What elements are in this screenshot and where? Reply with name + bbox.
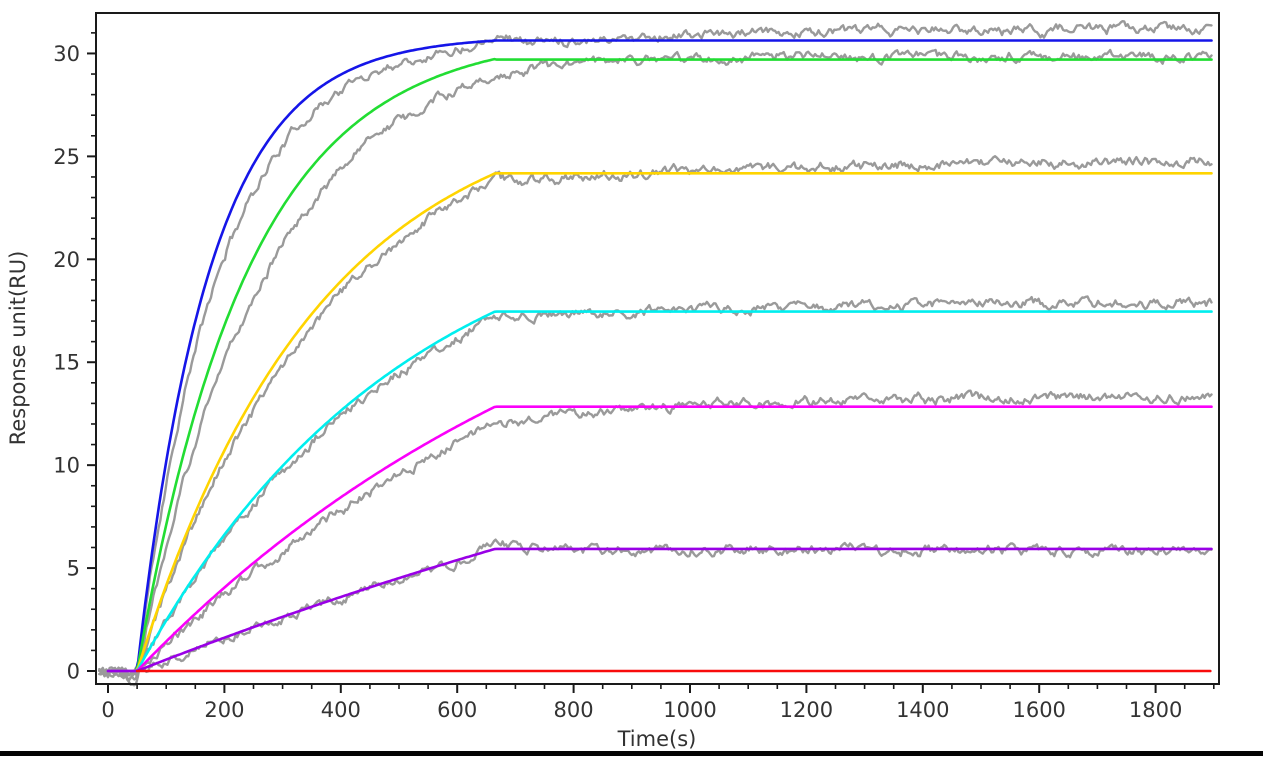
observed-purple — [98, 538, 1213, 682]
x-tick-label: 1200 — [780, 698, 833, 722]
x-tick-label: 1800 — [1129, 698, 1182, 722]
fit-cyan-curve — [106, 310, 1213, 673]
fit-blue-curve — [106, 39, 1213, 673]
y-tick-label: 20 — [53, 248, 80, 272]
plot-border — [95, 12, 1220, 685]
y-tick-label: 15 — [53, 351, 80, 375]
observed-blue — [98, 20, 1213, 677]
fit-curves — [106, 39, 1213, 673]
x-tick-label: 0 — [101, 698, 114, 722]
observed-magenta — [98, 389, 1213, 680]
window-bottom-border — [0, 751, 1263, 756]
x-tick-label: 800 — [554, 698, 594, 722]
y-tick-label: 30 — [53, 42, 80, 66]
fit-magenta-curve — [106, 405, 1213, 673]
fit-green-curve — [106, 57, 1213, 673]
x-axis-title: Time(s) — [617, 727, 697, 751]
x-tick-label: 200 — [204, 698, 244, 722]
y-tick-label: 0 — [67, 660, 80, 684]
x-tick-label: 1000 — [663, 698, 716, 722]
y-tick-label: 25 — [53, 145, 80, 169]
y-axis-title: Response unit(RU) — [6, 251, 30, 446]
fit-purple-curve — [106, 547, 1213, 673]
x-axis-ticks: 0 200 400 600 800 1000 1200 1400 1600 1800 — [101, 684, 1215, 722]
observed-cyan — [98, 295, 1213, 682]
y-tick-label: 10 — [53, 454, 80, 478]
x-tick-label: 400 — [321, 698, 361, 722]
plot-layer: 0 5 10 15 20 25 30 0 200 400 600 800 1000 1200 1400 160… — [53, 12, 1220, 722]
y-tick-label: 5 — [67, 557, 80, 581]
x-tick-label: 1600 — [1012, 698, 1065, 722]
fit-yellow-curve — [106, 172, 1213, 673]
observed-traces — [98, 20, 1213, 687]
y-axis-ticks: 0 5 10 15 20 25 30 — [53, 32, 96, 684]
x-tick-label: 600 — [437, 698, 477, 722]
x-tick-label: 1400 — [896, 698, 949, 722]
